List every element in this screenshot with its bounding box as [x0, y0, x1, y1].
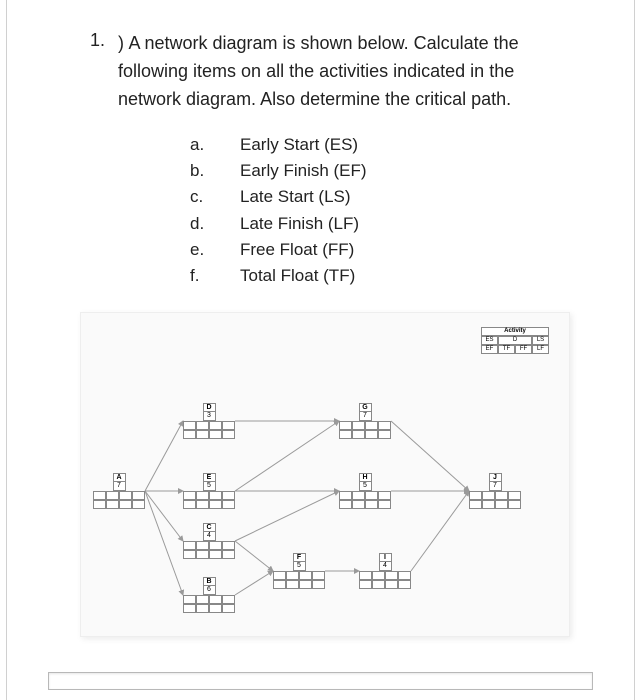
- activity-node-i: I4: [359, 553, 411, 589]
- question-heading: 1. ) A network diagram is shown below. C…: [90, 30, 551, 114]
- network-diagram: Activity ES D LS EF TF FF LF A7D3E5C4B6F…: [80, 312, 570, 637]
- node-duration: 5: [359, 482, 372, 491]
- node-name: B: [203, 577, 216, 586]
- edge-a-d: [145, 421, 183, 491]
- node-name: F: [293, 553, 306, 562]
- activity-node-h: H5: [339, 473, 391, 509]
- edge-c-f: [235, 541, 273, 571]
- node-name: E: [203, 473, 216, 482]
- sub-item-e: e.Free Float (FF): [190, 237, 551, 263]
- sub-item-a: a.Early Start (ES): [190, 132, 551, 158]
- answer-input[interactable]: [48, 672, 593, 690]
- node-duration: 7: [113, 482, 126, 491]
- node-name: A: [113, 473, 126, 482]
- activity-node-c: C4: [183, 523, 235, 559]
- node-duration: 5: [203, 482, 216, 491]
- sub-item-b: b.Early Finish (EF): [190, 158, 551, 184]
- edge-e-g: [235, 421, 339, 491]
- edge-g-j: [391, 421, 469, 491]
- activity-node-d: D3: [183, 403, 235, 439]
- node-duration: 5: [293, 562, 306, 571]
- question-paren: ): [118, 33, 124, 53]
- sub-item-f: f.Total Float (TF): [190, 263, 551, 289]
- question-content: 1. ) A network diagram is shown below. C…: [30, 20, 611, 637]
- activity-node-f: F5: [273, 553, 325, 589]
- edge-a-b: [145, 491, 183, 595]
- legend-box: Activity ES D LS EF TF FF LF: [481, 327, 549, 354]
- activity-node-e: E5: [183, 473, 235, 509]
- edge-a-c: [145, 491, 183, 541]
- node-duration: 6: [203, 586, 216, 595]
- question-number: 1.: [90, 30, 110, 114]
- activity-node-b: B6: [183, 577, 235, 613]
- node-name: G: [359, 403, 372, 412]
- node-duration: 4: [379, 562, 392, 571]
- activity-node-g: G7: [339, 403, 391, 439]
- edge-b-f: [235, 571, 273, 595]
- node-name: D: [203, 403, 216, 412]
- node-name: J: [489, 473, 502, 482]
- question-text: A network diagram is shown below. Calcul…: [118, 33, 519, 109]
- edge-i-j: [411, 491, 469, 571]
- node-duration: 4: [203, 532, 216, 541]
- activity-node-j: J7: [469, 473, 521, 509]
- sub-item-d: d.Late Finish (LF): [190, 211, 551, 237]
- node-duration: 7: [489, 482, 502, 491]
- legend-title: Activity: [481, 327, 549, 336]
- node-name: C: [203, 523, 216, 532]
- node-name: H: [359, 473, 372, 482]
- sub-list: a.Early Start (ES) b.Early Finish (EF) c…: [90, 132, 551, 290]
- sub-item-c: c.Late Start (LS): [190, 184, 551, 210]
- edge-c-h: [235, 491, 339, 541]
- node-duration: 3: [203, 412, 216, 421]
- activity-node-a: A7: [93, 473, 145, 509]
- node-name: I: [379, 553, 392, 562]
- node-duration: 7: [359, 412, 372, 421]
